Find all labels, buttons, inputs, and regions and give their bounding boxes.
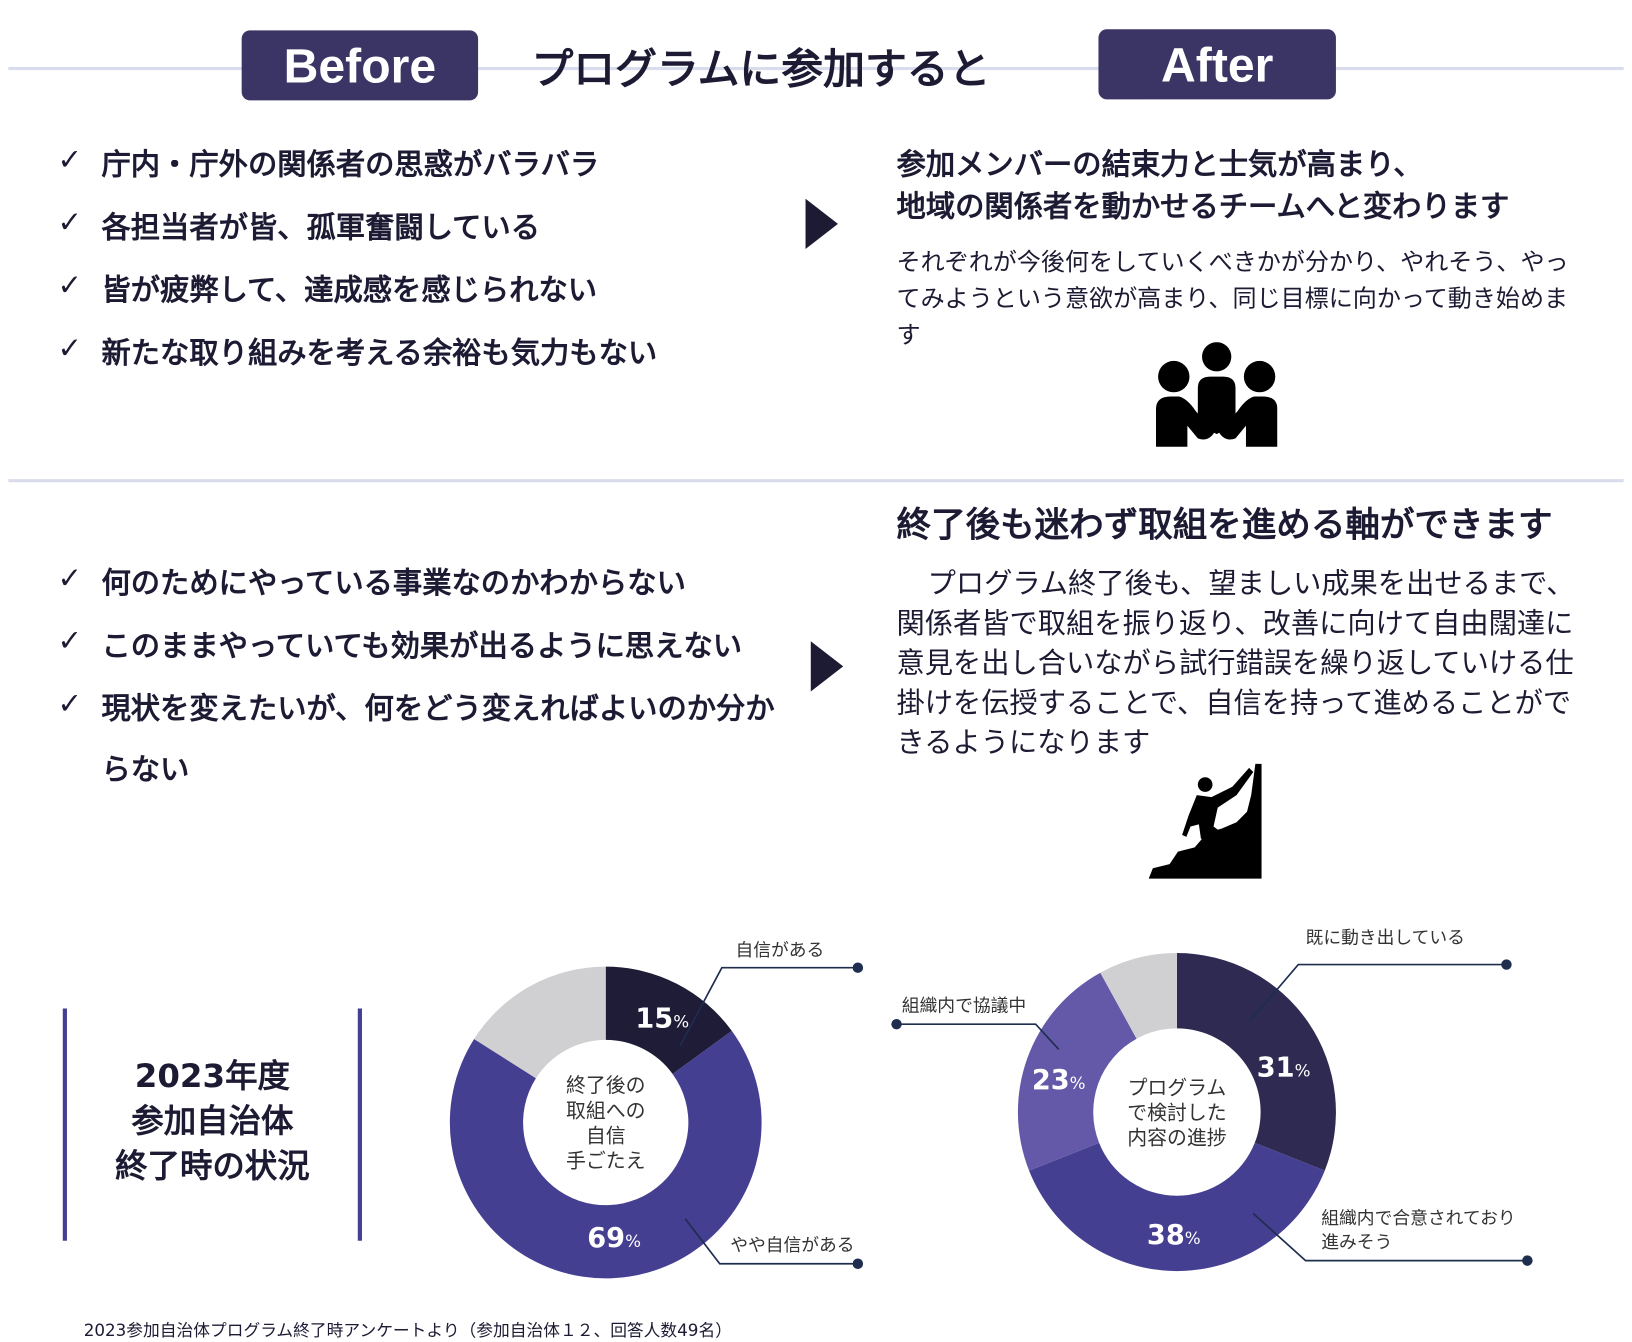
slice-label: やや自信がある [730,1235,854,1256]
donut-slice [1100,953,1177,1039]
check-icon: ✓ [57,205,83,240]
before-item-text: 庁内・庁外の関係者の思惑がバラバラ [101,147,600,183]
before-item: ✓ 庁内・庁外の関係者の思惑がバラバラ [58,142,600,184]
after-heading-line: 地域の関係者を動かせるチームへと変わります [896,189,1510,224]
before-item-continuation: らない [58,747,190,789]
before-item-text: らない [101,752,190,787]
check-icon: ✓ [57,330,83,366]
before-item-text: 新たな取り組みを考える余裕も気力もない [101,335,658,371]
leader-line [1249,963,1507,1022]
after-body: それぞれが今後何をしていくべきかが分かり、やれそう、やってみようという意欲が高ま… [896,248,1569,350]
mountain-climber-icon [1148,763,1262,879]
leader-dot [891,1018,902,1030]
leader-dot [1522,1255,1533,1266]
footnote: 2023参加自治体プログラム終了時アンケートより（参加自治体１２、回答人数49名… [83,1320,732,1341]
leader-line [1252,1212,1528,1262]
leader-dot [852,1258,864,1269]
check-icon: ✓ [57,686,83,721]
before-item: ✓ 新たな取り組みを考える余裕も気力もない [58,331,658,373]
check-icon: ✓ [57,267,83,303]
donut-slice [474,966,606,1079]
check-icon: ✓ [57,142,83,177]
donut-center-label: で検討した [1127,1101,1226,1124]
after-heading: 終了後も迷わず取組を進める軸ができます [896,504,1553,546]
donut-slice [1029,1142,1325,1272]
leader-line [684,1218,858,1265]
slice-value-label: 23% [1032,1065,1086,1096]
leader-line [679,966,858,1047]
before-item: ✓ 各担当者が皆、孤軍奮闘している [58,205,540,247]
leader-line [896,1023,1060,1050]
slice-label: 進みそう [1321,1232,1392,1253]
slice-label: 組織内で協議中 [902,996,1026,1017]
before-item-text: 各担当者が皆、孤軍奮闘している [101,210,540,245]
page-title: プログラムに参加すると [531,46,991,95]
slice-label: 組織内で合意されており [1321,1208,1515,1229]
donut-slice [1176,953,1336,1171]
before-item: ✓ 何のためにやっている事業なのかわからない [58,561,686,603]
leader-lines [679,963,1528,1265]
arrow-right-icon [805,198,838,249]
leader-dot [1501,959,1512,970]
summary-bar-right [357,1008,362,1241]
before-badge: Before [241,30,479,101]
before-item-text: このままやっていても効果が出るように思えない [101,628,743,664]
donut-center-label: 終了後の [566,1074,645,1097]
donut-center-label: 取組への [566,1099,645,1122]
after-heading: 参加メンバーの結束力と士気が高まり、地域の関係者を動かせるチームへと変わります [897,144,1510,228]
check-icon: ✓ [57,560,83,596]
slice-label: 既に動き出している [1306,928,1465,949]
summary-line: 終了時の状況 [115,1147,310,1186]
before-item: ✓ 皆が疲弊して、達成感を感じられない [58,268,598,310]
donut-center-label: 内容の進捗 [1127,1126,1226,1149]
leader-dots [852,959,1533,1269]
before-item-text: 皆が疲弊して、達成感を感じられない [101,273,598,308]
check-icon: ✓ [57,623,83,659]
after-body: プログラム終了後も、望ましい成果を出せるまで、関係者皆で取組を振り返り、改善に向… [896,568,1575,760]
slice-label: 自信がある [735,940,824,961]
header-divider [8,66,1624,71]
summary-line: 参加自治体 [131,1102,294,1141]
summary-bar-left [62,1008,67,1241]
before-item: ✓ このままやっていても効果が出るように思えない [58,624,743,666]
donut-center-label: 自信 [586,1124,626,1147]
donut-slice [605,966,732,1074]
before-item: ✓ 現状を変えたいが、何をどう変えればよいのか分か [58,686,775,728]
slice-value-label: 15% [635,1003,689,1034]
team-huddle-icon [1155,342,1278,447]
donut-center-label: プログラム [1128,1076,1227,1099]
slice-value-label: 31% [1257,1052,1311,1083]
before-item-text: 何のためにやっている事業なのかわからない [101,565,686,601]
donut-slice [449,1030,762,1279]
summary-label: 2023年度 参加自治体 終了時の状況 [73,1055,351,1190]
before-item-text: 現状を変えたいが、何をどう変えればよいのか分か [101,691,775,727]
after-heading-line: 参加メンバーの結束力と士気が高まり、 [896,147,1423,183]
summary-line: 2023年度 [134,1057,290,1096]
donut-center-label: 手ごたえ [566,1150,645,1173]
section-divider [8,479,1624,483]
slice-value-label: 38% [1147,1220,1201,1251]
slice-value-label: 69% [587,1223,641,1254]
leader-dot [852,962,864,973]
donut-slice [1017,972,1137,1171]
after-badge: After [1098,29,1336,100]
arrow-right-icon [810,641,844,692]
